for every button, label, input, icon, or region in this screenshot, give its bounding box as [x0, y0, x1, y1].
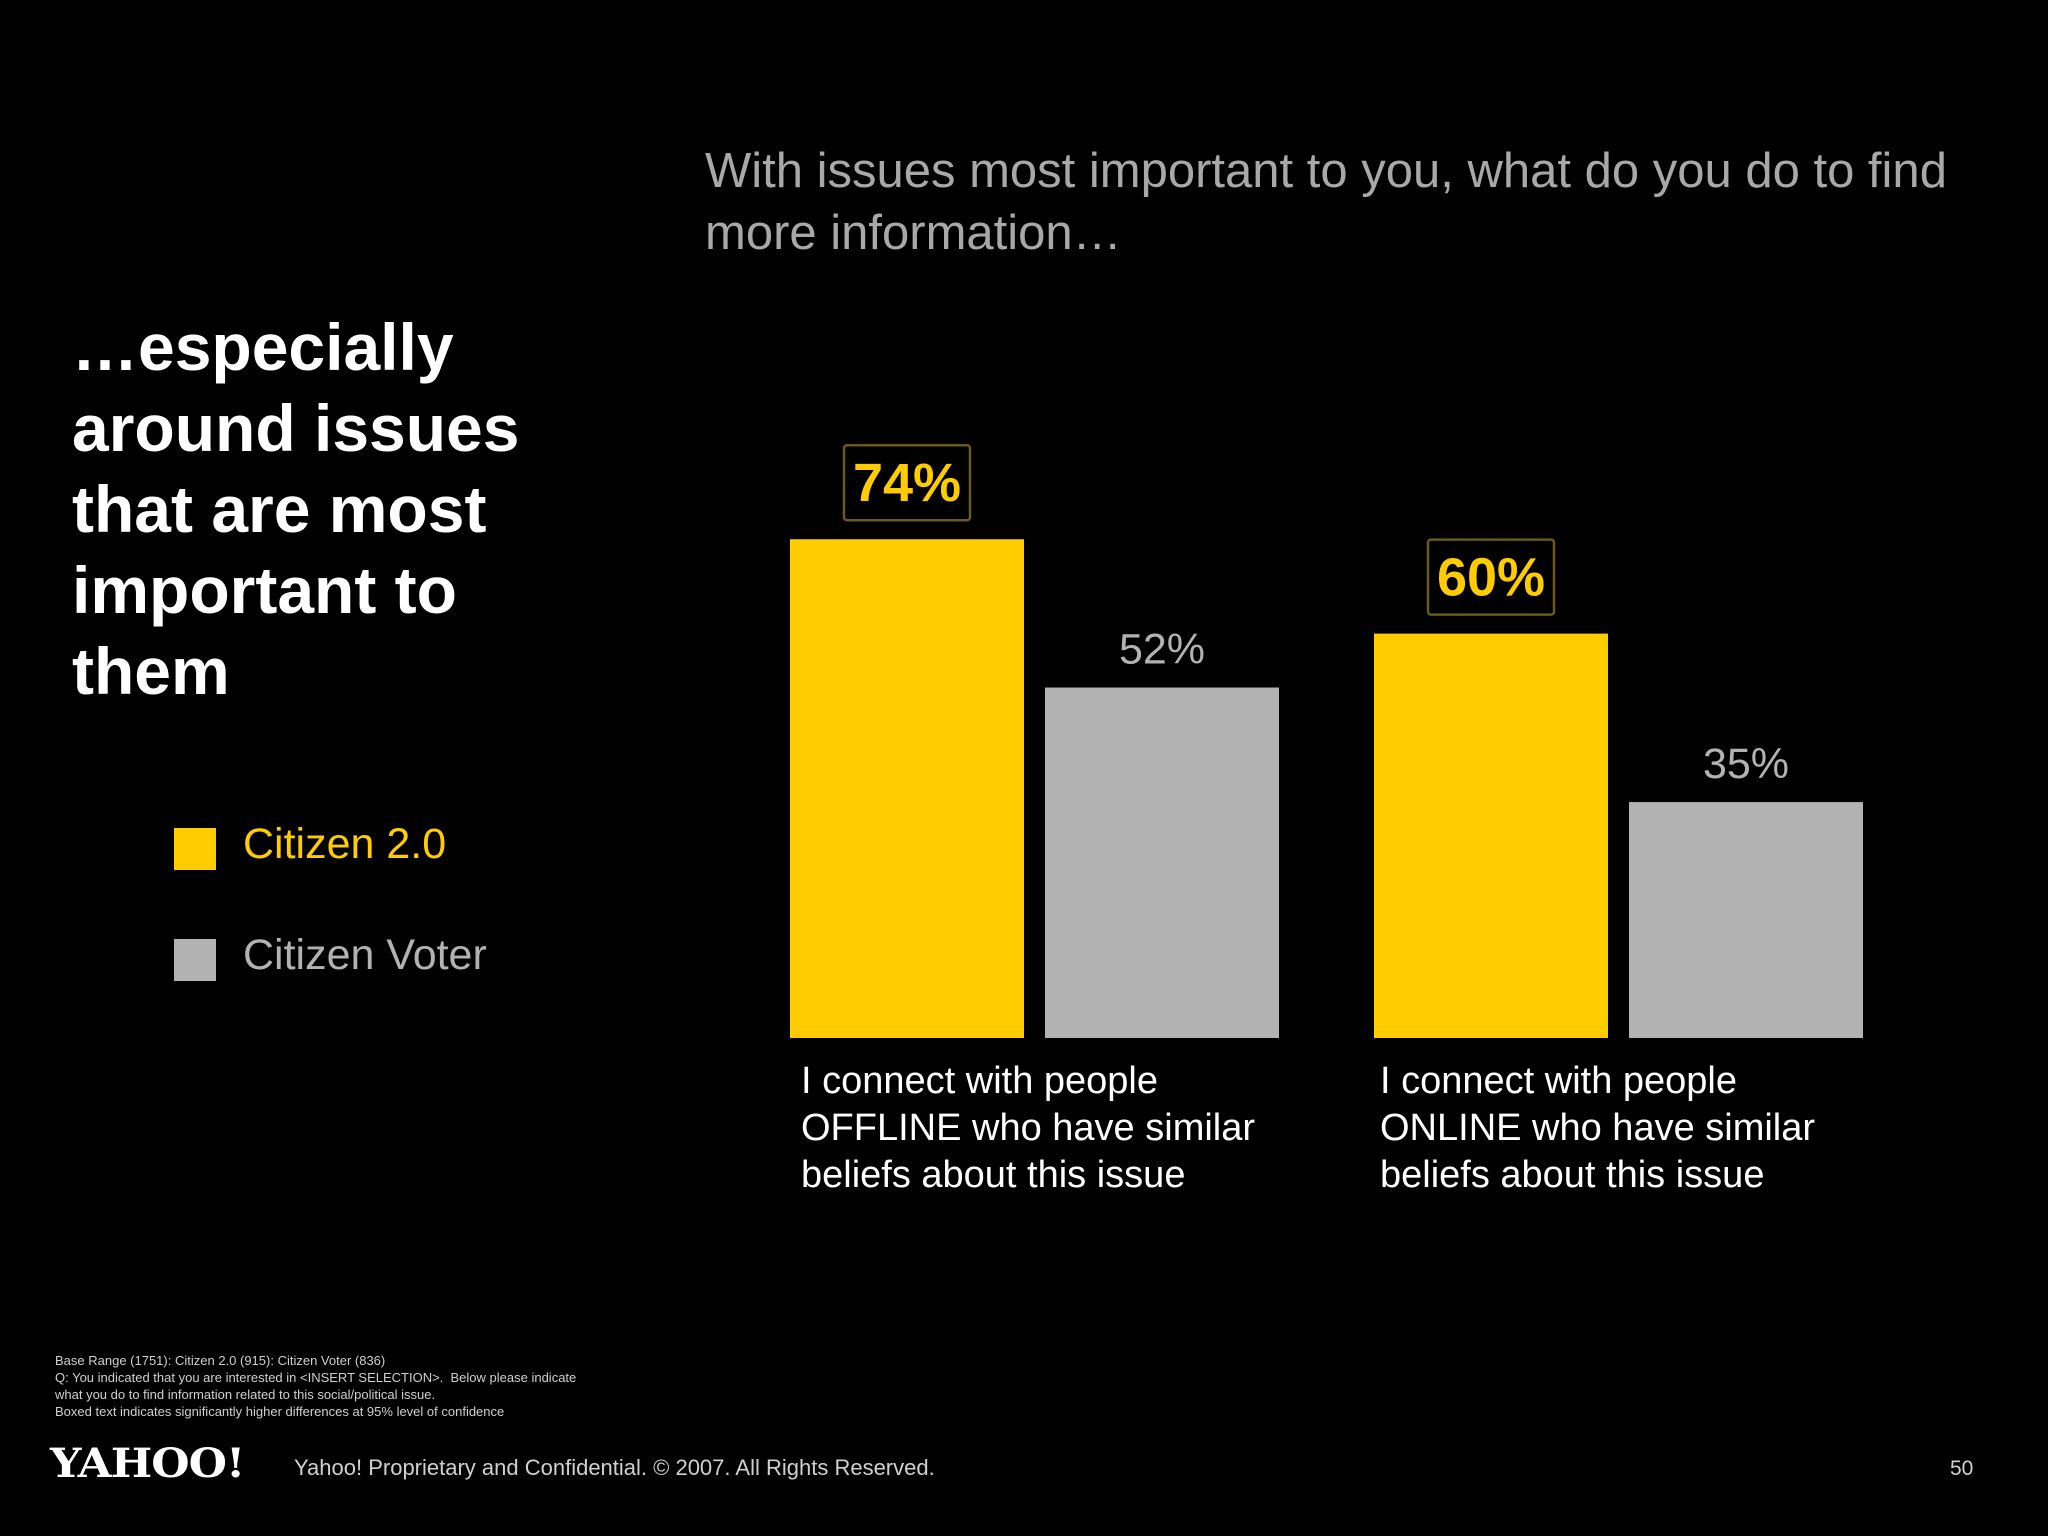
data-label-citizen-voter-0: 52%	[1119, 626, 1205, 674]
bar-citizen-voter-1	[1629, 802, 1863, 1038]
yahoo-logo: YAHOO!	[50, 1440, 245, 1487]
bar-citizen-2-0-0	[790, 539, 1024, 1038]
page-number: 50	[1950, 1457, 1974, 1480]
data-label-citizen-2-0-1: 60%	[1437, 548, 1545, 608]
significance-box-citizen-2-0-1	[1426, 538, 1556, 616]
legend-label-citizen-voter: Citizen Voter	[243, 931, 487, 979]
footnote-line: what you do to find information related …	[55, 1387, 436, 1402]
chart-question: With issues most important to you, what …	[705, 144, 1947, 260]
significance-box-citizen-2-0-0	[842, 443, 972, 522]
legend-swatch-citizen-voter	[174, 939, 216, 981]
data-label-citizen-2-0-0: 74%	[853, 453, 961, 513]
data-label-citizen-voter-1: 35%	[1703, 740, 1789, 788]
legend-label-citizen-2-0: Citizen 2.0	[243, 820, 447, 868]
category-label-offline: I connect with people OFFLINE who have s…	[801, 1060, 1256, 1196]
bar-citizen-2-0-1	[1374, 633, 1608, 1038]
bar-chart: 74% 60% 52% 35%	[790, 443, 1863, 1038]
footnote-line: Base Range (1751): Citizen 2.0 (915): Ci…	[55, 1353, 386, 1368]
footnote-line: Boxed text indicates significantly highe…	[55, 1404, 505, 1419]
footnote-line: Q: You indicated that you are interested…	[55, 1370, 577, 1385]
category-label-online: I connect with people ONLINE who have si…	[1380, 1060, 1816, 1196]
slide-headline: …especially around issues that are most …	[72, 310, 520, 708]
legend-swatch-citizen-2-0	[174, 828, 216, 870]
bar-citizen-voter-0	[1045, 687, 1279, 1038]
copyright-text: Yahoo! Proprietary and Confidential. © 2…	[294, 1455, 935, 1480]
footnote: Base Range (1751): Citizen 2.0 (915): Ci…	[55, 1352, 735, 1420]
